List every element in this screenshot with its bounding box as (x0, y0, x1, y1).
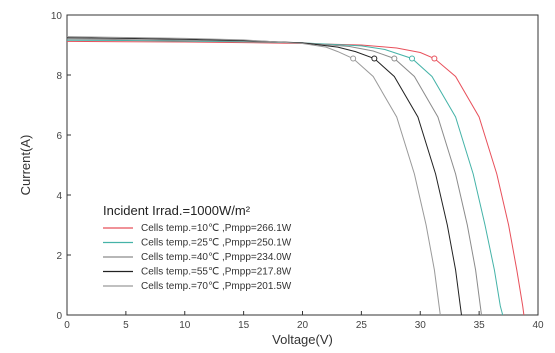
legend-item-label: Cells temp.=55℃ ,Pmpp=217.8W (141, 267, 292, 278)
mpp-marker (391, 55, 398, 62)
y-tick-label: 6 (56, 131, 62, 142)
legend-item-label: Cells temp.=40℃ ,Pmpp=234.0W (141, 252, 292, 263)
x-tick-label: 35 (474, 320, 486, 331)
y-tick-label: 10 (51, 11, 63, 22)
y-tick-label: 0 (56, 311, 62, 322)
series-line (66, 40, 525, 316)
legend-item-label: Cells temp.=25℃ ,Pmpp=250.1W (141, 238, 292, 249)
mpp-marker (350, 55, 357, 62)
x-axis-ticks: 0 5 10 15 20 25 30 35 40 (64, 311, 544, 331)
y-tick-label: 2 (56, 251, 62, 262)
x-tick-label: 40 (532, 320, 544, 331)
y-axis-ticks: 0 2 4 6 8 10 (51, 11, 71, 322)
x-tick-label: 0 (64, 320, 70, 331)
mpp-marker (409, 55, 416, 62)
x-axis-label: Voltage(V) (272, 332, 333, 347)
x-tick-label: 20 (297, 320, 309, 331)
x-tick-label: 25 (356, 320, 368, 331)
y-tick-label: 8 (56, 71, 62, 82)
legend: Incident Irrad.=1000W/m² Cells temp.=10℃… (103, 203, 292, 292)
plot-area (66, 14, 539, 316)
mpp-marker (371, 55, 378, 62)
x-tick-label: 15 (238, 320, 250, 331)
legend-title: Incident Irrad.=1000W/m² (103, 203, 251, 218)
y-tick-label: 4 (56, 191, 62, 202)
legend-item-label: Cells temp.=70℃ ,Pmpp=201.5W (141, 281, 292, 292)
mpp-marker (431, 55, 438, 62)
series-layer (66, 36, 525, 316)
y-axis-label: Current(A) (18, 135, 33, 196)
x-tick-label: 30 (415, 320, 427, 331)
x-tick-label: 10 (179, 320, 191, 331)
x-tick-label: 5 (123, 320, 129, 331)
legend-item-label: Cells temp.=10℃ ,Pmpp=266.1W (141, 223, 292, 234)
